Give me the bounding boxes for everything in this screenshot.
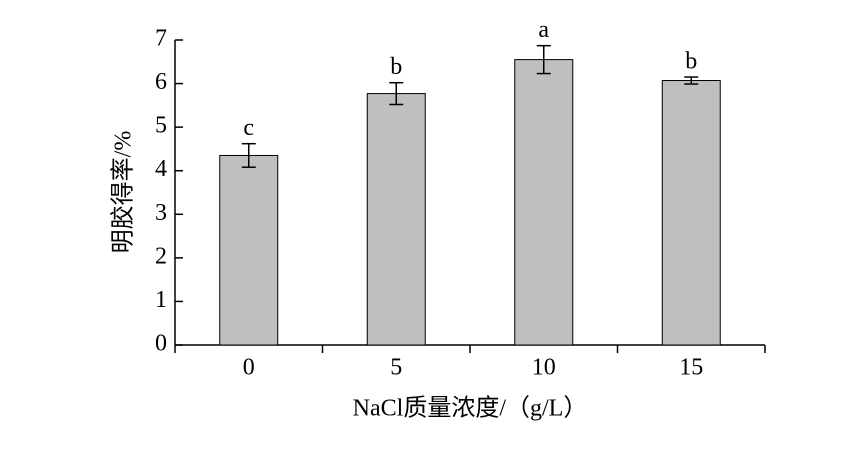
y-tick-label: 7	[155, 26, 167, 52]
y-tick-label: 2	[155, 243, 167, 269]
y-axis-label: 明胶得率/%	[110, 131, 137, 254]
x-tick-label: 15	[679, 355, 703, 381]
significance-label: c	[243, 115, 254, 141]
bar	[219, 154, 279, 346]
y-tick-label: 5	[155, 113, 167, 139]
bar	[661, 80, 721, 346]
x-tick-label: 0	[243, 355, 255, 381]
y-tick-label: 1	[155, 287, 167, 313]
y-tick-label: 3	[155, 200, 167, 226]
x-axis-label: NaCl质量浓度/（g/L）	[353, 395, 588, 422]
y-tick-label: 6	[155, 69, 167, 95]
bar	[366, 93, 426, 346]
y-tick-label: 0	[155, 331, 167, 357]
significance-label: b	[390, 54, 402, 80]
y-tick-label: 4	[155, 156, 167, 182]
x-tick-label: 10	[532, 355, 556, 381]
bar	[514, 59, 574, 346]
x-tick-label: 5	[390, 355, 402, 381]
significance-label: b	[685, 49, 697, 75]
significance-label: a	[538, 17, 549, 43]
